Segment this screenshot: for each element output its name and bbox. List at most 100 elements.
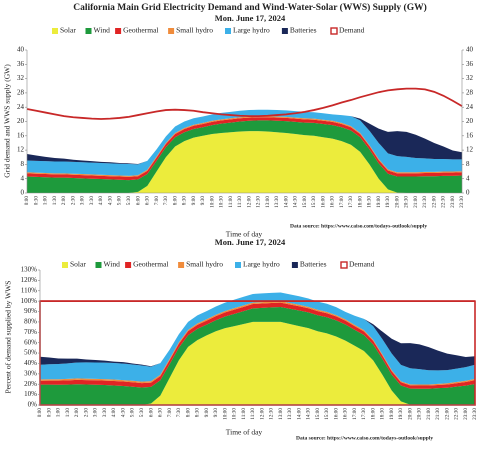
legend-label: Batteries <box>290 26 317 35</box>
y2-tick-label: 36 <box>466 60 474 68</box>
x-tick-label: 19:00 <box>389 408 395 420</box>
y2-tick-label: 28 <box>466 89 474 97</box>
x-tick-label: 3:30 <box>89 196 95 206</box>
legend-swatch <box>291 262 298 268</box>
x-tick-label: 15:00 <box>302 196 308 208</box>
x-tick-label: 22:30 <box>454 408 460 420</box>
x-tick-label: 23:30 <box>459 196 465 208</box>
legend-label: Solar <box>70 260 86 269</box>
area-solar <box>40 321 475 405</box>
x-tick-label: 11:30 <box>250 408 256 420</box>
x-tick-label: 0:00 <box>24 196 30 206</box>
legend-swatch <box>235 262 241 268</box>
y-tick-label: 0 <box>21 189 25 197</box>
y-tick-label: 80% <box>24 318 37 326</box>
x-tick-label: 11:00 <box>228 196 234 208</box>
x-tick-label: 19:30 <box>398 408 404 420</box>
x-axis-label: Time of day <box>226 230 263 239</box>
x-tick-label: 12:30 <box>269 408 275 420</box>
x-tick-label: 1:00 <box>56 408 62 418</box>
x-tick-label: 3:00 <box>80 196 86 206</box>
x-tick-label: 5:00 <box>130 408 136 418</box>
legend-label: Geothermal <box>133 260 168 269</box>
x-tick-label: 2:00 <box>61 196 67 206</box>
y-tick-label: 20% <box>24 380 37 388</box>
x-tick-label: 14:00 <box>283 196 289 208</box>
x-tick-label: 6:30 <box>145 196 151 206</box>
x-tick-label: 4:00 <box>98 196 104 206</box>
legend-swatch <box>225 28 231 34</box>
legend-swatch <box>330 27 338 35</box>
y-tick-label: 120% <box>21 276 38 284</box>
y2-tick-label: 40 <box>466 46 474 54</box>
x-tick-label: 7:30 <box>163 196 169 206</box>
area-large-hydro <box>27 109 462 176</box>
x-tick-label: 1:30 <box>52 196 58 206</box>
x-tick-label: 17:00 <box>352 408 358 420</box>
x-tick-label: 8:30 <box>182 196 188 206</box>
chart-subtitle: Mon. June 17, 2024 <box>215 237 286 247</box>
demand-line <box>26 87 463 120</box>
x-tick-label: 14:00 <box>296 408 302 420</box>
x-tick-label: 11:30 <box>237 196 243 208</box>
y-tick-label: 40% <box>24 359 37 367</box>
x-tick-label: 2:30 <box>83 408 89 418</box>
x-tick-label: 19:00 <box>376 196 382 208</box>
x-tick-label: 13:30 <box>274 196 280 208</box>
x-tick-label: 6:00 <box>148 408 154 418</box>
y-axis-label: Percent of demand supplied by WWS <box>4 281 13 394</box>
y-tick-label: 24 <box>17 103 25 111</box>
area-geothermal <box>27 117 462 181</box>
x-tick-label: 22:00 <box>444 408 450 420</box>
legend-swatch <box>178 262 185 268</box>
x-tick-label: 7:00 <box>167 408 173 418</box>
x-tick-label: 23:00 <box>450 196 456 208</box>
x-tick-label: 17:30 <box>361 408 367 420</box>
x-tick-label: 14:30 <box>293 196 299 208</box>
y-axis-label: Grid demand and WWS supply (GW) <box>3 64 12 178</box>
x-tick-label: 4:30 <box>107 196 113 206</box>
x-tick-label: 8:00 <box>185 408 191 418</box>
x-tick-label: 18:30 <box>380 408 386 420</box>
source: Data source: https://www.caiso.com/today… <box>290 223 427 229</box>
y2-tick-label: 8 <box>466 160 470 168</box>
x-tick-label: 15:00 <box>315 408 321 420</box>
y2-tick-label: 16 <box>466 131 474 139</box>
x-tick-label: 2:00 <box>74 408 80 418</box>
area-batteries <box>27 109 462 165</box>
y-tick-label: 70% <box>24 328 37 336</box>
y-tick-label: 30% <box>24 369 37 377</box>
x-tick-label: 22:00 <box>431 196 437 208</box>
legend-label: Demand <box>349 260 375 269</box>
y-tick-label: 90% <box>24 307 37 315</box>
x-tick-label: 16:00 <box>320 196 326 208</box>
x-tick-label: 13:00 <box>278 408 284 420</box>
x-tick-label: 21:30 <box>435 408 441 420</box>
area-solar <box>27 131 462 193</box>
x-tick-label: 11:00 <box>241 408 247 420</box>
x-tick-label: 19:30 <box>385 196 391 208</box>
legend-label: Solar <box>60 26 76 35</box>
x-tick-label: 7:00 <box>154 196 160 206</box>
legend-label: Small hydro <box>186 260 223 269</box>
legend-label: Wind <box>104 260 121 269</box>
y-tick-label: 50% <box>24 349 37 357</box>
area-wind <box>27 120 462 193</box>
x-tick-label: 12:00 <box>259 408 265 420</box>
area-wind <box>40 306 475 405</box>
x-tick-label: 8:30 <box>195 408 201 418</box>
x-tick-label: 4:30 <box>120 408 126 418</box>
y-tick-label: 130% <box>21 266 38 274</box>
x-tick-label: 22:30 <box>441 196 447 208</box>
x-tick-label: 20:30 <box>417 408 423 420</box>
x-tick-label: 23:30 <box>472 408 478 420</box>
x-tick-label: 6:30 <box>158 408 164 418</box>
x-tick-label: 21:00 <box>413 196 419 208</box>
x-tick-label: 3:30 <box>102 408 108 418</box>
y-tick-label: 4 <box>21 174 25 182</box>
x-tick-label: 10:00 <box>222 408 228 420</box>
x-tick-label: 20:00 <box>394 196 400 208</box>
y-tick-label: 0% <box>28 401 38 409</box>
x-tick-label: 10:00 <box>209 196 215 208</box>
